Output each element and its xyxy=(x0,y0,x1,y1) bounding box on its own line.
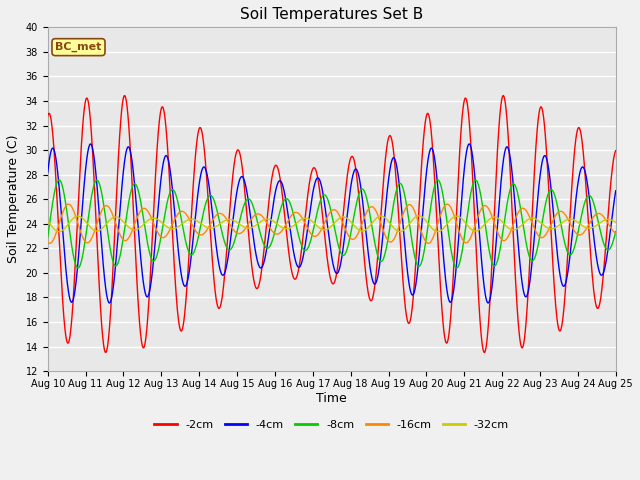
Y-axis label: Soil Temperature (C): Soil Temperature (C) xyxy=(7,135,20,264)
-32cm xyxy=(415,213,422,219)
-2cm xyxy=(511,266,519,272)
-32cm xyxy=(413,213,421,219)
-4cm xyxy=(261,256,269,262)
Line: -4cm: -4cm xyxy=(48,144,616,303)
-16cm xyxy=(413,216,421,222)
-4cm xyxy=(468,148,476,154)
-4cm xyxy=(385,177,392,183)
-16cm xyxy=(147,215,155,220)
-8cm xyxy=(385,234,392,240)
-32cm xyxy=(468,227,476,232)
-32cm xyxy=(385,218,392,224)
-4cm xyxy=(106,300,113,306)
-16cm xyxy=(261,217,269,223)
-8cm xyxy=(434,177,442,183)
-4cm xyxy=(465,141,473,147)
-4cm xyxy=(147,280,155,286)
-16cm xyxy=(65,201,72,207)
-8cm xyxy=(413,262,421,267)
-2cm xyxy=(385,135,392,141)
-2cm xyxy=(413,235,421,241)
-32cm xyxy=(147,216,155,222)
-8cm xyxy=(612,229,620,235)
-32cm xyxy=(612,219,620,225)
-4cm xyxy=(612,188,620,193)
-8cm xyxy=(468,186,476,192)
Title: Soil Temperatures Set B: Soil Temperatures Set B xyxy=(240,7,423,22)
Line: -8cm: -8cm xyxy=(48,180,616,268)
-16cm xyxy=(44,240,52,245)
-2cm xyxy=(612,148,620,154)
-8cm xyxy=(44,234,52,240)
-32cm xyxy=(44,218,52,224)
-16cm xyxy=(46,240,54,246)
-16cm xyxy=(511,217,519,223)
-8cm xyxy=(453,265,461,271)
-8cm xyxy=(147,254,155,260)
-2cm xyxy=(147,260,155,266)
-4cm xyxy=(413,271,421,277)
Line: -16cm: -16cm xyxy=(48,204,616,243)
Text: BC_met: BC_met xyxy=(55,42,102,52)
-16cm xyxy=(612,230,620,236)
Legend: -2cm, -4cm, -8cm, -16cm, -32cm: -2cm, -4cm, -8cm, -16cm, -32cm xyxy=(150,415,513,434)
-2cm xyxy=(102,349,109,355)
-32cm xyxy=(396,229,404,235)
-2cm xyxy=(261,239,269,244)
Line: -32cm: -32cm xyxy=(48,216,616,232)
-32cm xyxy=(261,216,269,222)
-2cm xyxy=(44,113,52,119)
-2cm xyxy=(499,93,507,98)
-2cm xyxy=(468,156,476,162)
-4cm xyxy=(44,170,52,176)
-8cm xyxy=(261,243,269,249)
Line: -2cm: -2cm xyxy=(48,96,616,352)
-16cm xyxy=(385,238,392,244)
-4cm xyxy=(511,202,519,207)
-8cm xyxy=(511,182,519,188)
X-axis label: Time: Time xyxy=(316,392,347,405)
-32cm xyxy=(511,227,519,232)
-16cm xyxy=(468,232,476,238)
